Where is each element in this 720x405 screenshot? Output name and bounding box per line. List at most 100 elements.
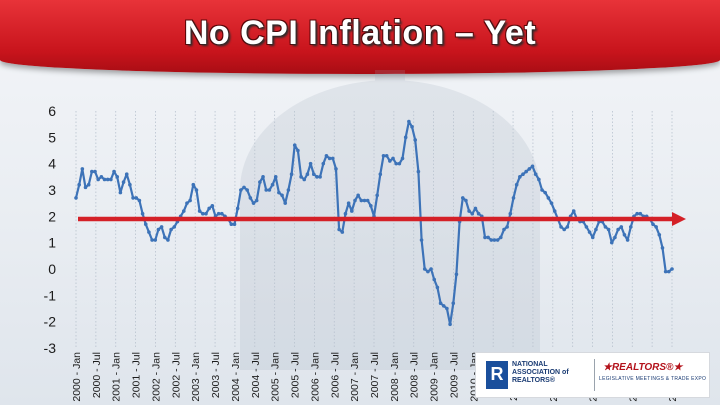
data-point (261, 175, 265, 179)
nar-line-2: ASSOCIATION of (512, 369, 569, 376)
data-point (451, 301, 456, 306)
data-point (663, 269, 668, 274)
data-point (454, 272, 459, 277)
data-point (112, 169, 116, 174)
data-point (90, 169, 94, 174)
data-point (473, 206, 478, 211)
data-point (270, 182, 275, 187)
data-point (296, 148, 300, 153)
reference-arrow (78, 211, 686, 226)
data-point (527, 167, 532, 171)
data-point (400, 156, 405, 161)
data-point (422, 267, 427, 271)
data-point (216, 211, 221, 216)
data-point (169, 227, 173, 232)
data-point (251, 201, 256, 205)
data-point (159, 225, 164, 229)
data-point (286, 188, 291, 192)
data-point (552, 209, 557, 213)
data-point (483, 235, 487, 240)
data-point (622, 232, 627, 237)
data-point (590, 235, 595, 240)
data-point (118, 190, 123, 195)
data-point (365, 198, 370, 203)
data-point (514, 182, 519, 187)
y-tick-label: 2 (48, 208, 56, 224)
y-axis-tick-labels: 6 5 4 3 2 1 0 -1 -2 -3 (44, 103, 57, 356)
data-point (302, 177, 307, 182)
data-point (470, 211, 475, 216)
data-point (594, 227, 598, 232)
data-point (181, 209, 186, 213)
data-point (337, 227, 341, 232)
data-point (606, 227, 611, 232)
data-point (80, 167, 85, 171)
data-point (201, 211, 205, 216)
data-point (308, 161, 313, 166)
data-point (109, 177, 113, 182)
x-tick-label: 2000 - Jan (71, 352, 83, 402)
data-point (476, 211, 481, 216)
data-point (194, 188, 199, 192)
data-point (613, 235, 617, 240)
data-point (445, 306, 449, 311)
data-point (96, 177, 100, 182)
data-point (121, 180, 126, 184)
data-point (667, 269, 671, 274)
data-point (426, 269, 430, 274)
data-point (280, 193, 284, 198)
x-tick-label: 2002 - Jul (170, 352, 182, 398)
data-point (381, 153, 386, 158)
data-point (343, 211, 348, 216)
data-point (524, 169, 528, 174)
data-point (464, 198, 468, 203)
data-point (499, 235, 503, 240)
x-tick-label: 2004 - Jan (230, 352, 242, 402)
data-point (619, 225, 624, 229)
data-point (239, 188, 243, 192)
cpi-series (74, 119, 674, 327)
vertical-gridlines (75, 111, 673, 348)
x-tick-label: 2009 - Jan (429, 352, 441, 402)
data-point (369, 204, 373, 208)
data-point (413, 138, 418, 142)
data-point (86, 182, 91, 187)
data-point (388, 159, 392, 163)
data-point (571, 209, 576, 213)
data-point (670, 267, 674, 271)
data-point (625, 238, 630, 242)
data-point (651, 222, 655, 227)
data-point (438, 301, 443, 306)
data-point (353, 198, 357, 203)
data-point (188, 198, 192, 203)
title-banner (0, 0, 720, 74)
data-point (334, 167, 338, 171)
data-point (292, 143, 297, 148)
slide-title: No CPI Inflation – Yet (183, 14, 537, 52)
realtors-legislative-logo: ★REALTORS®★ (603, 362, 683, 373)
data-point (505, 225, 509, 229)
data-point (384, 153, 389, 158)
data-point (315, 175, 319, 179)
data-point (441, 304, 446, 308)
x-tick-label: 2006 - Jan (309, 352, 321, 402)
data-point (245, 188, 249, 192)
data-point (172, 225, 177, 229)
data-point (128, 182, 132, 187)
x-tick-label: 2005 - Jan (270, 352, 282, 402)
data-point (318, 175, 322, 179)
nar-wordmark: NATIONAL ASSOCIATION of REALTORS® (512, 361, 569, 385)
data-point (419, 238, 424, 242)
data-point (562, 227, 567, 232)
data-point (273, 175, 278, 179)
data-point (147, 230, 151, 234)
data-point (394, 161, 398, 166)
data-point (99, 175, 104, 179)
data-point (277, 190, 281, 195)
data-point (635, 211, 639, 216)
data-point (242, 185, 246, 190)
data-point (350, 209, 354, 213)
data-point (518, 175, 522, 179)
data-point (486, 235, 490, 240)
data-point (134, 196, 139, 200)
